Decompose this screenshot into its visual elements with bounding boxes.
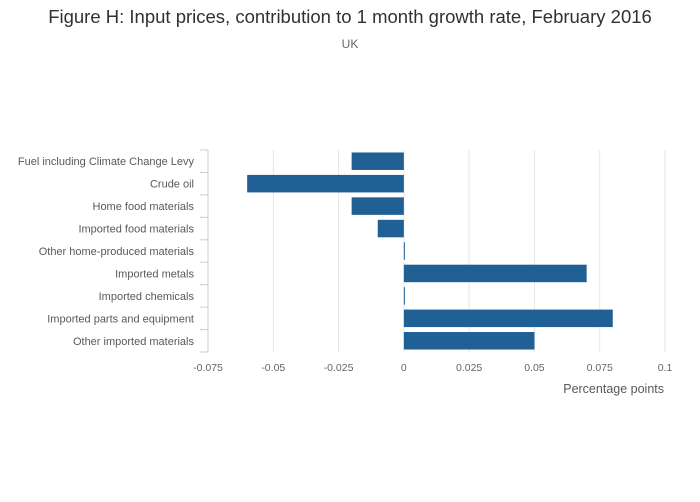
bar [403,287,405,305]
bar [403,309,613,328]
chart-title: Figure H: Input prices, contribution to … [48,6,652,27]
x-tick-label: 0 [401,362,407,374]
bars [247,152,613,350]
category-label: Imported parts and equipment [47,313,194,325]
x-axis-title: Percentage points [563,382,664,396]
x-tick-label: -0.05 [261,362,285,374]
bar [403,264,587,283]
category-label: Crude oil [150,179,194,191]
x-tick-label: 0.075 [587,362,613,374]
category-label: Fuel including Climate Change Levy [18,156,195,168]
category-labels: Fuel including Climate Change Levy Crude … [18,156,195,348]
x-tick-label: 0.1 [658,362,673,374]
bar [403,242,405,260]
y-axis [200,149,209,353]
x-tick-label: -0.075 [193,362,223,374]
x-tick-labels: -0.075 -0.05 -0.025 0 0.025 0.05 0.075 0.1 [193,362,672,374]
x-tick-label: -0.025 [324,362,354,374]
bar [351,152,404,170]
category-label: Other home-produced materials [39,246,195,258]
x-tick-label: 0.05 [524,362,545,374]
category-label: Home food materials [93,201,195,213]
bar [403,332,535,350]
bar [351,197,404,215]
bar [377,219,404,238]
category-label: Imported food materials [78,224,194,236]
bar [247,174,404,193]
category-label: Imported metals [115,268,194,280]
chart-subtitle: UK [341,37,359,51]
category-label: Imported chemicals [99,291,195,303]
category-label: Other imported materials [73,336,195,348]
x-tick-label: 0.025 [456,362,482,374]
